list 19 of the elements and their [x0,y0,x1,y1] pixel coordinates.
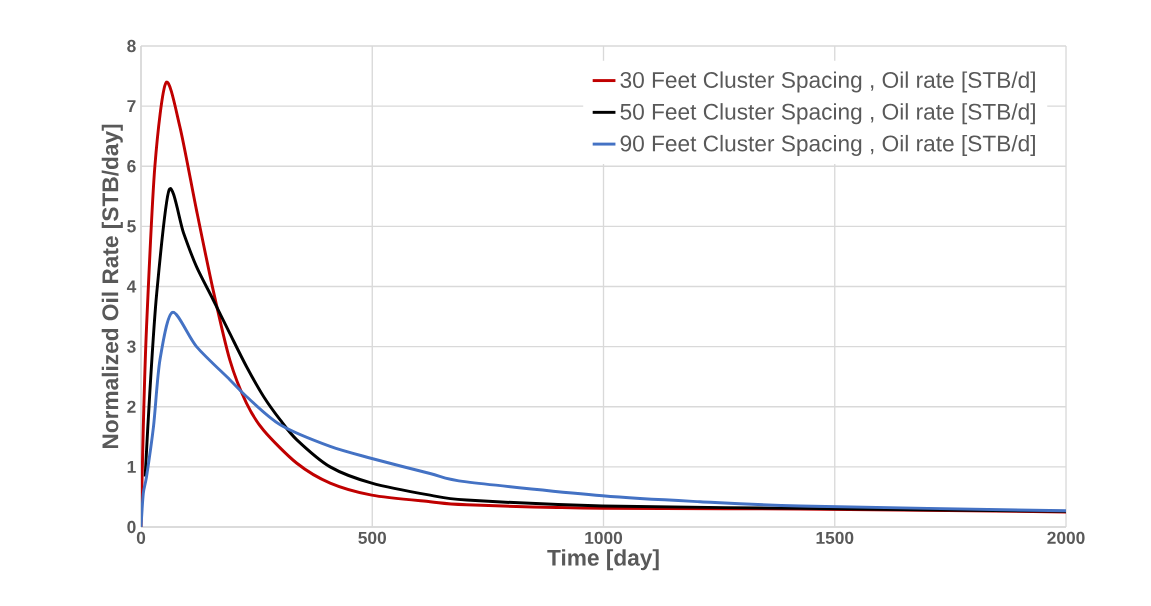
y-tick-label: 1 [127,460,136,473]
y-tick-label: 5 [127,220,136,233]
y-axis-title: Normalized Oil Rate [STB/day] [101,124,123,449]
y-tick-label: 4 [126,280,137,293]
legend-label: 50 Feet Cluster Spacing , Oil rate [STB/d] [620,103,1035,125]
y-tick-label: 7 [127,100,136,113]
legend-label: 90 Feet Cluster Spacing , Oil rate [STB/d] [620,134,1035,157]
x-tick-label: 1000 [585,531,623,544]
x-tick-label: 1500 [816,531,854,544]
x-tick-label: 2000 [1047,531,1085,544]
y-tick-label: 2 [127,400,136,413]
x-tick-label: 0 [136,531,146,544]
x-tick-label: 500 [358,531,386,544]
y-tick-label: 6 [127,160,136,173]
legend-label: 30 Feet Cluster Spacing , Oil rate [STB/d] [620,71,1035,93]
y-tick-label: 0 [127,520,136,534]
x-axis-title: Time [day] [547,549,659,571]
y-tick-label: 8 [127,39,136,53]
y-tick-label: 3 [127,340,136,353]
